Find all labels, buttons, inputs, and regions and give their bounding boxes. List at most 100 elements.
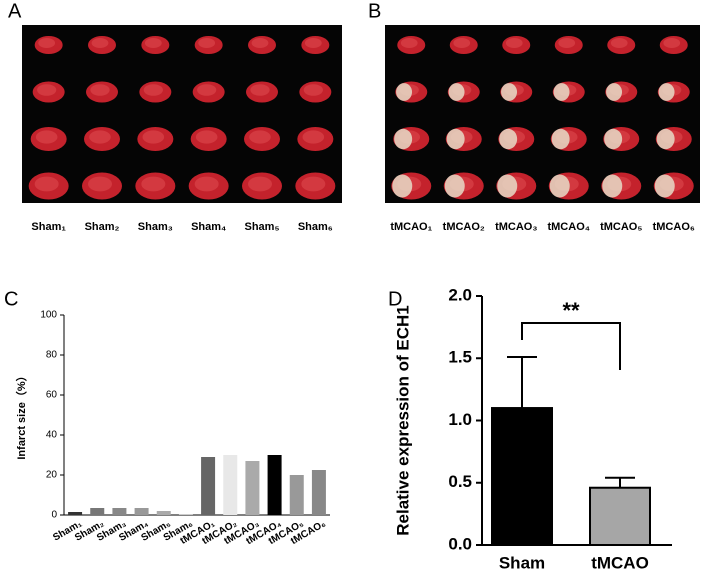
slice-highlight [90, 84, 110, 96]
infarct [499, 128, 518, 150]
image-label: Sham₅ [245, 221, 280, 233]
slice-highlight [141, 176, 166, 192]
bar [134, 508, 149, 515]
infarct [501, 83, 518, 101]
slice-highlight [35, 130, 58, 144]
significance-bracket [521, 322, 621, 370]
slice-highlight [143, 84, 163, 96]
infarct [553, 83, 570, 101]
infarct [549, 174, 570, 198]
image-label: Sham₆ [298, 221, 333, 233]
slice-highlight [198, 38, 216, 48]
slice-highlight [303, 84, 323, 96]
y-tick-label: 20 [46, 470, 58, 481]
slice-highlight [663, 38, 681, 48]
image-label: tMCAO₆ [653, 221, 695, 233]
bar [156, 511, 171, 515]
infarct [656, 128, 675, 150]
slice-highlight [453, 38, 471, 48]
slice-highlight [304, 38, 322, 48]
slice-highlight [37, 84, 57, 96]
slice-highlight [144, 38, 162, 48]
bar [267, 455, 282, 515]
x-tick-label: tMCAO [591, 553, 649, 572]
slice-highlight [34, 176, 59, 192]
bar [68, 512, 83, 515]
y-tick-label: 0 [51, 510, 57, 521]
slice-highlight [250, 84, 270, 96]
image-label: tMCAO₁ [390, 221, 432, 233]
slice-highlight [88, 176, 112, 192]
slice-highlight [400, 38, 418, 48]
infarct [448, 83, 465, 101]
y-tick-label: 0.0 [448, 534, 472, 553]
infarct [604, 128, 623, 150]
bar [90, 508, 105, 515]
bar [311, 470, 326, 515]
slice-highlight [302, 130, 325, 144]
error-bar [507, 356, 537, 409]
slice-highlight [249, 130, 271, 144]
slice-image [22, 25, 342, 203]
image-label: Sham₂ [85, 221, 120, 233]
slice-highlight [248, 176, 272, 192]
infarct [654, 174, 675, 198]
bar [245, 461, 260, 515]
bar [589, 486, 651, 547]
bar [223, 455, 238, 515]
bar [178, 514, 193, 515]
slice-highlight [91, 38, 109, 48]
image-label: Sham₄ [191, 221, 226, 233]
infarct [606, 83, 623, 101]
slice-highlight [251, 38, 269, 48]
bar [491, 407, 553, 546]
infarct [394, 128, 413, 150]
y-tick-label: 2.0 [448, 285, 472, 304]
y-axis-label: Infarct size（%） [15, 370, 28, 459]
y-tick-label: 60 [46, 390, 58, 401]
infarct [444, 174, 465, 198]
y-tick-label: 1.5 [448, 348, 472, 367]
image-label: tMCAO₄ [547, 221, 590, 233]
slice-highlight [197, 84, 217, 96]
image-label: Sham₃ [138, 221, 173, 233]
slice-highlight [610, 38, 628, 48]
infarct [446, 128, 465, 150]
slice-highlight [89, 130, 111, 144]
slice-highlight [194, 176, 219, 192]
bar [201, 457, 216, 515]
image-label: tMCAO₃ [495, 221, 537, 233]
infarct [396, 83, 413, 101]
y-tick-label: 100 [40, 310, 57, 321]
panel-label: A [8, 0, 22, 22]
slice-highlight [195, 130, 218, 144]
slice-highlight [142, 130, 165, 144]
slice-highlight [301, 176, 326, 192]
slice-highlight [558, 38, 576, 48]
panel-label: D [388, 288, 402, 310]
image-label: tMCAO₂ [443, 221, 485, 233]
infarct [551, 128, 570, 150]
infarct [602, 174, 623, 198]
y-tick-label: 80 [46, 350, 58, 361]
error-bar [605, 476, 635, 488]
panel-label: C [4, 288, 18, 310]
slice-image [385, 25, 700, 203]
bar [112, 508, 127, 515]
infarct [497, 174, 518, 198]
infarct [658, 83, 675, 101]
significance-label: ** [562, 298, 580, 323]
y-axis-label: Relative expression of ECH1 [393, 305, 412, 536]
bar [289, 475, 304, 515]
panel-label: B [368, 0, 381, 22]
image-label: tMCAO₅ [600, 221, 642, 233]
y-tick-label: 0.5 [448, 472, 472, 491]
y-tick-label: 40 [46, 430, 58, 441]
image-label: Sham₁ [31, 221, 66, 233]
x-tick-label: Sham [499, 553, 545, 572]
y-tick-label: 1.0 [448, 410, 472, 429]
slice-highlight [505, 38, 523, 48]
slice-highlight [38, 38, 56, 48]
infarct [392, 174, 413, 198]
